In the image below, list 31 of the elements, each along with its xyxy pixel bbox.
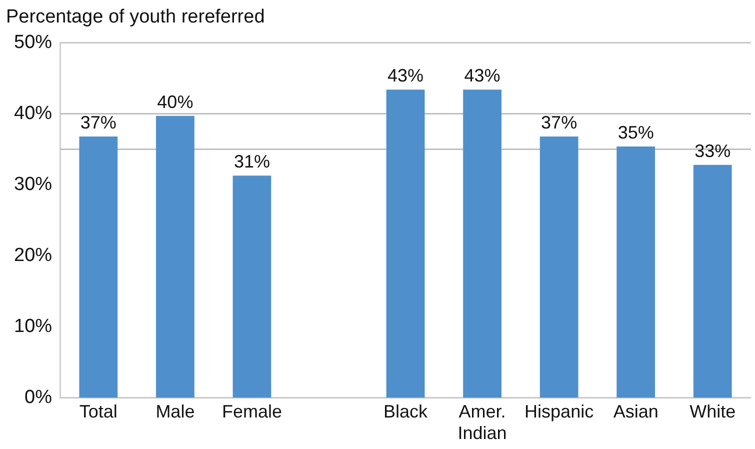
bar [463,90,502,398]
y-tick-label: 50% [14,32,52,54]
data-label: 31% [234,152,270,172]
bar [693,164,732,398]
x-tick-label: Asian [613,402,658,422]
x-tick-label: Male [156,402,195,422]
data-label: 40% [157,92,194,112]
y-tick-label: 30% [14,174,52,196]
data-label: 35% [618,122,654,142]
data-label: 37% [80,112,116,132]
x-tick-label: Total [79,402,118,422]
y-tick-label: 40% [14,103,52,124]
data-label: 33% [694,140,731,161]
y-tick-label: 20% [14,245,52,266]
bar [232,176,272,398]
bar [616,146,656,398]
data-label: 43% [388,66,424,86]
x-tick-label: Hispanic [524,402,594,422]
bar [540,136,578,398]
x-tick-label: Amer. Indian [458,402,507,444]
x-tick-label: Female [222,402,282,422]
data-label: 37% [541,112,578,132]
chart-title: Percentage of youth rereferred [6,6,265,28]
data-label: 43% [464,66,500,86]
bar [386,90,425,398]
y-tick-label: 0% [24,387,52,408]
bar [156,116,194,398]
y-tick-label: 10% [14,316,52,338]
x-tick-label: White [690,402,736,422]
x-tick-label: Black [384,402,429,422]
bar [79,136,118,398]
